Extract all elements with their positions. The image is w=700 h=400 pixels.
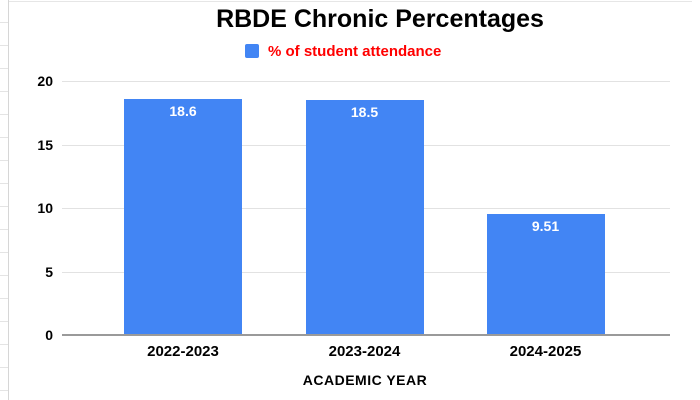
legend-label: % of student attendance [268, 43, 442, 60]
chart-title: RBDE Chronic Percentages [216, 5, 544, 33]
plot-area: 18.6 18.5 9.51 [62, 81, 670, 336]
chart-border-line [9, 1, 692, 2]
y-tick-label: 20 [37, 73, 53, 89]
y-tick-label: 0 [45, 327, 53, 343]
x-category-label: 2023-2024 [328, 343, 401, 360]
bar-value-label: 18.6 [169, 102, 197, 119]
x-axis-title: ACADEMIC YEAR [302, 372, 428, 388]
bar-2022-2023[interactable]: 18.6 [124, 98, 242, 335]
gridline [62, 81, 670, 82]
x-category-label: 2022-2023 [147, 343, 219, 360]
x-axis-baseline [62, 334, 670, 336]
spreadsheet-gridline-strip [0, 0, 9, 400]
y-tick-label: 15 [37, 136, 53, 153]
legend-swatch-icon [245, 44, 259, 58]
bar-value-label: 18.5 [350, 104, 379, 121]
bar-2024-2025[interactable]: 9.51 [486, 214, 605, 335]
x-category-label: 2024-2025 [509, 343, 582, 360]
bar-2023-2024[interactable]: 18.5 [305, 100, 424, 335]
y-tick-label: 5 [45, 263, 53, 280]
y-tick-label: 10 [37, 200, 53, 216]
bar-value-label: 9.51 [531, 218, 560, 235]
